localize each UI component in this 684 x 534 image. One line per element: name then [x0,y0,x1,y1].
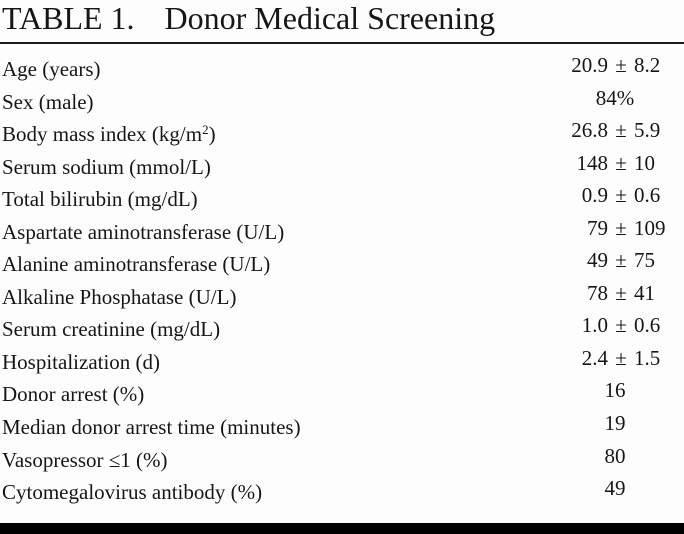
row-label: Hospitalization (d) [2,349,161,374]
row-value-mean: 79 [587,215,608,240]
table-title-label: TABLE 1. [2,0,135,36]
row-value-center [546,49,684,86]
row-value-mean: 49 [587,248,608,273]
row-value-sd: 109 [634,215,666,240]
row-value-center [546,179,684,216]
row-value-center [546,147,684,184]
table-row: Vasopressor ≤1 (%) 80 [0,440,684,473]
plus-minus-symbol: ± [615,248,627,273]
table-row: Alkaline Phosphatase (U/L) 78 ± 41 [0,277,684,310]
row-value-mean: 1.0 [581,313,608,338]
table-row: Cytomegalovirus antibody (%) 49 [0,472,684,505]
row-value-mean: 148 [576,150,609,175]
row-value-mean: 78 [587,280,608,305]
row-label: Median donor arrest time (minutes) [2,415,301,440]
row-value-sd: 75 [634,248,655,273]
row-value-center [546,309,684,346]
row-value-sd: 0.6 [634,183,661,208]
row-value-sd: 8.2 [634,53,661,77]
row-label: Serum sodium (mmol/L) [2,154,211,179]
row-value-center [546,342,684,379]
table-row: Serum creatinine (mg/dL) 1.0 ± 0.6 [0,309,684,342]
plus-minus-symbol: ± [615,183,627,208]
plus-minus-symbol: ± [615,215,627,240]
bottom-rule [0,523,684,534]
row-value-center: 16 [604,378,626,403]
row-value-sd: 0.6 [634,313,661,338]
plus-minus-symbol: ± [615,280,627,305]
row-value-sd: 41 [634,280,655,305]
plus-minus-symbol: ± [615,118,627,143]
superscript: 2 [202,122,209,138]
table-row: Age (years) 20.9 ± 8.2 [0,49,684,82]
table-row: Hospitalization (d) 2.4 ± 1.5 [0,342,684,375]
table-row: Total bilirubin (mg/dL) 0.9 ± 0.6 [0,179,684,212]
row-value-center [546,277,684,314]
row-value-sd: 10 [634,150,655,175]
row-value-sd: 1.5 [634,345,661,370]
table-row: Body mass index (kg/m2) 26.8 ± 5.9 [0,114,684,147]
plus-minus-symbol: ± [615,313,627,338]
row-value-center [546,244,684,281]
row-label: Total bilirubin (mg/dL) [2,187,198,212]
row-value-center [546,114,684,151]
row-label: Aspartate aminotransferase (U/L) [2,219,285,244]
row-label: Alanine aminotransferase (U/L) [2,252,271,277]
row-value-center: 49 [604,476,626,501]
table-rows: Age (years) 20.9 ± 8.2 Sex (male) 84% Bo… [0,44,684,505]
row-label: Alkaline Phosphatase (U/L) [2,284,237,309]
row-label: Sex (male) [2,89,94,114]
row-value-mean: 26.8 [571,118,608,143]
row-value-center: 19 [604,411,626,436]
row-label: Body mass index (kg/m2) [2,122,216,147]
table-row: Median donor arrest time (minutes) 19 [0,407,684,440]
table-row: Donor arrest (%) 16 [0,374,684,407]
table-title: TABLE 1. Donor Medical Screening [0,0,684,44]
table-row: Serum sodium (mmol/L) 148 ± 10 [0,147,684,180]
row-label: Cytomegalovirus antibody (%) [2,480,263,505]
row-value-center [546,212,684,249]
table-row: Alanine aminotransferase (U/L) 49 ± 75 [0,244,684,277]
row-label: Donor arrest (%) [2,382,145,407]
row-label: Age (years) [2,57,101,81]
row-value-mean: 0.9 [581,183,608,208]
row-label: Serum creatinine (mg/dL) [2,317,221,342]
row-value-center: 80 [604,443,626,468]
row-value-mean: 2.4 [581,345,608,370]
row-label: Vasopressor ≤1 (%) [2,447,168,472]
table-row: Sex (male) 84% [0,82,684,115]
row-value-center: 84% [595,85,635,110]
plus-minus-symbol: ± [615,53,627,77]
plus-minus-symbol: ± [615,150,627,175]
row-value-mean: 20.9 [571,53,608,77]
row-value-sd: 5.9 [634,118,661,143]
table-title-text: Donor Medical Screening [164,0,496,36]
plus-minus-symbol: ± [615,345,627,370]
table-row: Aspartate aminotransferase (U/L) 79 ± 10… [0,212,684,245]
